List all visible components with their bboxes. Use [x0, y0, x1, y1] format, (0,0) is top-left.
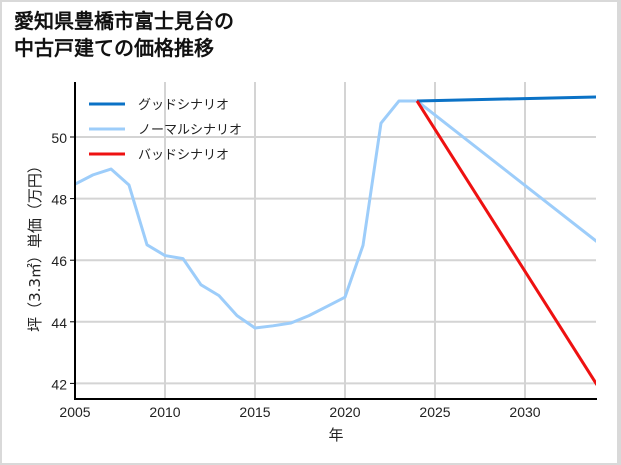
series-lines — [75, 95, 596, 386]
x-tick-label: 2020 — [329, 404, 360, 420]
y-tick-label: 44 — [51, 315, 67, 331]
x-tick-label: 2005 — [59, 404, 90, 420]
axes — [74, 82, 597, 400]
x-tick-label: 2025 — [419, 404, 450, 420]
title-line-1: 愛知県豊橋市富士見台の — [14, 9, 234, 33]
y-tick-label: 48 — [51, 192, 67, 208]
series-line — [416, 95, 596, 103]
y-tick-label: 46 — [51, 253, 67, 269]
y-tick-label: 42 — [51, 376, 67, 392]
x-tick-label: 2015 — [239, 404, 270, 420]
legend-label: グッドシナリオ — [138, 98, 229, 113]
series-line — [415, 100, 596, 386]
series-line — [75, 99, 596, 330]
x-axis-label: 年 — [328, 426, 343, 444]
x-tick-label: 2010 — [149, 404, 180, 420]
x-tick-label: 2030 — [509, 404, 540, 420]
gridlines — [75, 82, 596, 399]
title-line-2: 中古戸建ての価格推移 — [14, 36, 214, 60]
y-tick-labels: 42 44 46 48 50 — [51, 130, 75, 392]
x-tick-labels: 2005 2010 2015 2020 2025 2030 — [59, 404, 540, 420]
chart-title: 愛知県豊橋市富士見台の 中古戸建ての価格推移 — [14, 8, 234, 62]
y-axis-label: 坪（3.3㎡）単価（万円） — [26, 158, 44, 332]
legend-label: バッドシナリオ — [138, 148, 229, 163]
y-tick-label: 50 — [51, 130, 67, 146]
legend-label: ノーマルシナリオ — [138, 123, 242, 138]
